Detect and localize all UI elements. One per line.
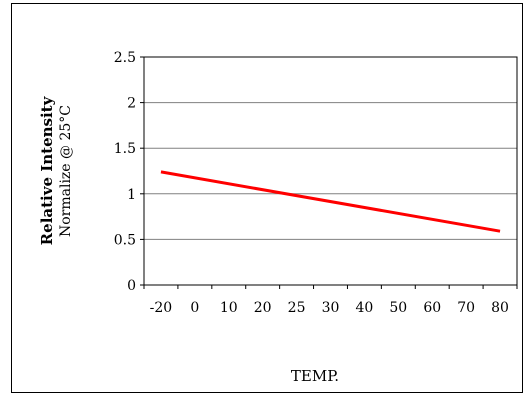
y-tick-label: 0 <box>127 278 136 294</box>
y-tick-label: 1 <box>127 187 136 203</box>
x-tick-label: 25 <box>288 300 306 316</box>
x-tick-label: 80 <box>491 300 509 316</box>
y-axis-label: Relative Intensity <box>38 95 56 245</box>
x-tick-label: 40 <box>355 300 373 316</box>
y-tick-label: 1.5 <box>114 141 136 157</box>
y-tick-label: 2.5 <box>114 50 136 66</box>
x-tick-label: 0 <box>190 300 199 316</box>
plot-area <box>143 56 518 286</box>
x-axis-label: TEMP. <box>291 367 339 385</box>
series-group <box>160 170 501 233</box>
x-tick-label: -20 <box>150 300 173 316</box>
chart-frame <box>11 3 523 393</box>
x-tick-label: 10 <box>220 300 238 316</box>
x-tick-label: 20 <box>254 300 272 316</box>
x-tick-label: 70 <box>457 300 475 316</box>
x-axis: -20 0 10 20 25 30 40 50 60 70 80 <box>143 285 518 316</box>
x-tick-label: 30 <box>322 300 340 316</box>
y-tick-label: 2 <box>127 96 136 112</box>
y-tick-label: 0.5 <box>114 232 136 248</box>
grid <box>144 102 517 240</box>
y-axis: 0 0.5 1 1.5 2 2.5 <box>114 50 144 294</box>
x-tick-label: 60 <box>423 300 441 316</box>
series-line-1 <box>160 170 501 233</box>
y-axis-sublabel: Normalize @ 25°C <box>58 105 74 237</box>
x-tick-label: 50 <box>389 300 407 316</box>
